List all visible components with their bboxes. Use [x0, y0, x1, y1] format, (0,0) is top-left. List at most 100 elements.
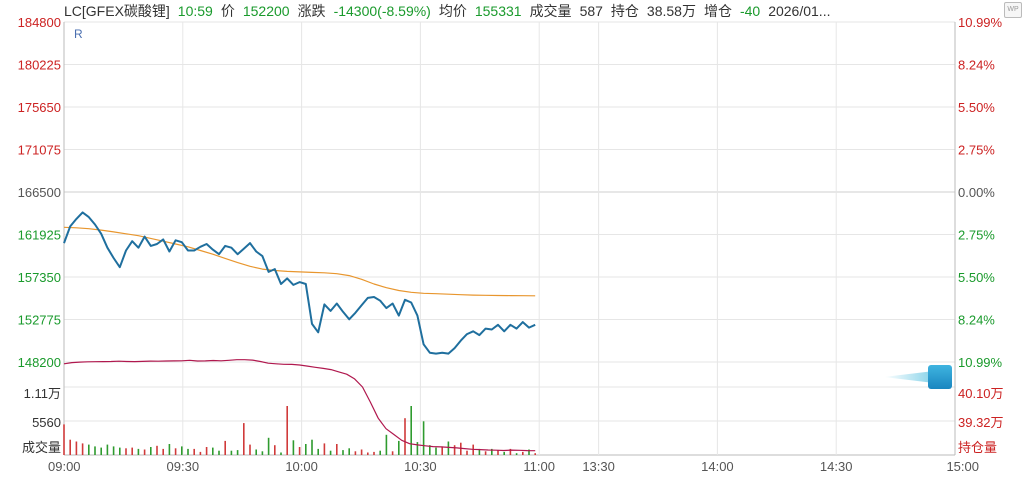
- volume-bar: [63, 424, 65, 455]
- avg-series: [63, 226, 536, 297]
- price-tick-label: 180225: [18, 58, 61, 73]
- time-value: 10:59: [177, 3, 213, 19]
- percent-tick-label: 5.50%: [958, 270, 995, 285]
- volume-bar: [391, 451, 394, 455]
- volume-bar: [131, 447, 133, 455]
- volume-bar: [199, 451, 202, 455]
- price-tick-label: 157350: [18, 270, 61, 285]
- percent-tick-label: 10.99%: [958, 15, 1003, 30]
- volume-bar: [404, 418, 406, 455]
- quote-info-bar: LC[GFEX碳酸锂] 10:59 价 152200 涨跌 -14300(-8.59%) 均…: [64, 1, 954, 21]
- r-marker: R: [74, 27, 83, 41]
- change-label: 涨跌: [297, 3, 326, 19]
- volume-bar: [168, 444, 171, 455]
- time-tick-label: 11:00: [523, 459, 555, 474]
- oi-label: 持仓: [610, 3, 639, 19]
- time-tick-label: 14:30: [820, 459, 853, 474]
- time-tick-label: 09:00: [48, 459, 81, 474]
- volume-bar: [88, 444, 90, 455]
- volume-bar: [162, 448, 164, 455]
- volume-bar: [528, 449, 530, 455]
- volume-bar: [243, 423, 245, 455]
- slider-tail: [884, 371, 934, 383]
- oi-series: [63, 359, 536, 452]
- percent-tick-label: 10.99%: [958, 355, 1003, 370]
- volume-bar: [534, 453, 536, 455]
- avg-label: 均价: [438, 3, 467, 19]
- price-tick-label: 152775: [18, 313, 61, 328]
- volume-bar: [323, 443, 326, 455]
- price-tick-label: 161925: [18, 228, 61, 243]
- price-value: 152200: [242, 3, 290, 19]
- volume-bar: [181, 446, 183, 455]
- volume-bar: [150, 447, 152, 455]
- volume-bar: [205, 447, 208, 455]
- volume-bar: [249, 444, 251, 455]
- volume-bar: [174, 448, 177, 455]
- time-tick-label: 09:30: [167, 459, 200, 474]
- volume-bar: [435, 447, 437, 455]
- change-value: -14300(-8.59%): [333, 3, 431, 19]
- avg-value: 155331: [474, 3, 522, 19]
- date-value: 2026/01...: [768, 3, 831, 19]
- volume-bar: [373, 451, 375, 455]
- volume-bar: [311, 439, 313, 455]
- percent-tick-label: 5.50%: [958, 100, 995, 115]
- volume-bar: [336, 444, 338, 455]
- oi-tick-label: 持仓量: [958, 440, 997, 455]
- volume-tick-label: 成交量: [22, 440, 61, 455]
- volume-bar: [354, 451, 357, 455]
- volume-tick-label: 5560: [32, 415, 61, 430]
- price-tick-label: 184800: [18, 15, 61, 30]
- percent-tick-label: 2.75%: [958, 228, 995, 243]
- volume-bar: [478, 448, 481, 455]
- volume-bar: [385, 434, 388, 455]
- volume-bar: [274, 445, 276, 455]
- volume-bar: [305, 444, 307, 455]
- volume-bar: [156, 445, 158, 455]
- price-label: 价: [220, 3, 235, 19]
- volume-bar: [466, 450, 468, 455]
- volume-bar: [261, 451, 264, 455]
- price-tick-label: 171075: [18, 143, 61, 158]
- volume-bar: [193, 448, 195, 455]
- volume-bar: [484, 451, 487, 455]
- volume-bar: [441, 446, 443, 455]
- volume-bar: [429, 445, 431, 455]
- percent-tick-label: 8.24%: [958, 58, 995, 73]
- oi-value: 38.58万: [646, 3, 696, 19]
- volume-bar: [453, 445, 456, 455]
- volume-bar: [112, 446, 115, 455]
- time-axis: 09:00 09:30 10:00 10:30 11:00 13:30 14:00 14:30…: [48, 459, 979, 474]
- volume-bar: [255, 449, 257, 455]
- percent-tick-label: 0.00%: [958, 185, 995, 200]
- volume-bar: [137, 448, 140, 455]
- volume-bar: [286, 406, 288, 455]
- volume-bar: [75, 441, 78, 455]
- volume-bar: [106, 444, 109, 455]
- volume-value: 587: [579, 3, 603, 19]
- average-price-line: [63, 226, 536, 297]
- volume-bar: [69, 439, 71, 455]
- volume-bar: [224, 440, 226, 455]
- volume-bar: [143, 449, 146, 455]
- slider-handle[interactable]: [884, 364, 954, 390]
- oi-tick-label: 39.32万: [958, 415, 1004, 430]
- volume-bar: [94, 446, 96, 455]
- volume-bar: [367, 452, 369, 455]
- volume-bar: [503, 451, 505, 455]
- slider-knob-icon[interactable]: [928, 365, 952, 389]
- wp-badge-icon[interactable]: WP: [1004, 2, 1022, 18]
- volume-label: 成交量: [529, 3, 572, 19]
- price-axis: 184800 180225 175650 171075 166500 161925 1573…: [18, 15, 61, 370]
- percent-axis: 10.99% 8.24% 5.50% 2.75% 0.00% 2.75% 5.50% 8.24…: [958, 15, 1003, 370]
- volume-bar: [125, 448, 127, 455]
- chart-grid: [63, 21, 956, 456]
- volume-bar: [360, 449, 363, 455]
- volume-bar: [491, 448, 493, 455]
- volume-bar: [515, 453, 518, 455]
- time-tick-label: 15:00: [946, 459, 979, 474]
- volume-bar: [187, 448, 189, 455]
